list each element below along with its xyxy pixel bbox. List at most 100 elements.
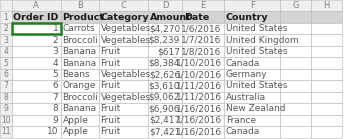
- Text: Carrots: Carrots: [62, 24, 95, 33]
- Text: E: E: [200, 1, 206, 10]
- Bar: [99, 126, 148, 138]
- Bar: [224, 103, 280, 115]
- Text: Vegetables: Vegetables: [101, 93, 151, 102]
- Text: $9,062: $9,062: [149, 93, 180, 102]
- Bar: [280, 0, 311, 11]
- Text: Orange: Orange: [62, 81, 96, 90]
- Bar: [12, 103, 61, 115]
- Text: B: B: [77, 1, 83, 10]
- Text: United States: United States: [226, 24, 287, 33]
- Bar: [12, 92, 61, 103]
- Bar: [148, 57, 182, 69]
- Bar: [182, 126, 224, 138]
- Text: Date: Date: [184, 13, 209, 22]
- Bar: [182, 103, 224, 115]
- Text: D: D: [162, 1, 168, 10]
- Text: 5: 5: [3, 59, 8, 68]
- Text: 2: 2: [53, 36, 58, 45]
- Bar: [12, 34, 61, 46]
- Text: 1/7/2016: 1/7/2016: [182, 36, 222, 45]
- Text: Country: Country: [226, 13, 268, 22]
- Bar: [61, 34, 99, 46]
- Bar: [182, 115, 224, 126]
- Text: 4: 4: [3, 47, 8, 56]
- Text: 10: 10: [47, 127, 58, 136]
- Text: C: C: [120, 1, 126, 10]
- Text: 4: 4: [53, 59, 58, 68]
- Text: Product: Product: [62, 13, 105, 22]
- Bar: [311, 11, 342, 23]
- Bar: [182, 46, 224, 57]
- Bar: [99, 115, 148, 126]
- Text: Fruit: Fruit: [101, 127, 121, 136]
- Text: 7: 7: [53, 93, 58, 102]
- Text: $2,626: $2,626: [149, 70, 180, 79]
- Text: 6: 6: [3, 70, 8, 79]
- Bar: [311, 0, 342, 11]
- Text: Broccoli: Broccoli: [62, 36, 98, 45]
- Bar: [311, 23, 342, 34]
- Bar: [99, 46, 148, 57]
- Text: Canada: Canada: [226, 127, 260, 136]
- Text: Vegetables: Vegetables: [101, 24, 151, 33]
- Text: Fruit: Fruit: [101, 116, 121, 125]
- Bar: [12, 46, 61, 57]
- Bar: [99, 23, 148, 34]
- Bar: [0, 0, 12, 11]
- Text: $2,417: $2,417: [149, 116, 180, 125]
- Text: 1/11/2016: 1/11/2016: [176, 81, 222, 90]
- Bar: [148, 115, 182, 126]
- Text: Banana: Banana: [62, 47, 97, 56]
- Bar: [280, 69, 311, 80]
- Bar: [0, 80, 12, 92]
- Text: Banana: Banana: [62, 59, 97, 68]
- Text: G: G: [293, 1, 299, 10]
- Bar: [280, 80, 311, 92]
- Text: Canada: Canada: [226, 59, 260, 68]
- Bar: [148, 23, 182, 34]
- Text: 1/10/2016: 1/10/2016: [176, 70, 222, 79]
- Text: 3: 3: [3, 36, 8, 45]
- Bar: [224, 34, 280, 46]
- Text: A: A: [33, 1, 39, 10]
- Bar: [99, 11, 148, 23]
- Bar: [182, 80, 224, 92]
- Bar: [61, 103, 99, 115]
- Bar: [311, 46, 342, 57]
- Bar: [280, 11, 311, 23]
- Text: 1: 1: [3, 13, 8, 22]
- Bar: [224, 92, 280, 103]
- Bar: [99, 34, 148, 46]
- Text: 1/16/2016: 1/16/2016: [176, 116, 222, 125]
- Text: Germany: Germany: [226, 70, 268, 79]
- Bar: [148, 92, 182, 103]
- Text: $8,239: $8,239: [149, 36, 180, 45]
- Text: Apple: Apple: [62, 116, 88, 125]
- Text: 5: 5: [53, 70, 58, 79]
- Bar: [311, 92, 342, 103]
- Bar: [182, 11, 224, 23]
- Bar: [182, 92, 224, 103]
- Bar: [182, 57, 224, 69]
- Bar: [280, 34, 311, 46]
- Bar: [148, 80, 182, 92]
- Bar: [99, 57, 148, 69]
- Bar: [224, 23, 280, 34]
- Bar: [280, 115, 311, 126]
- Bar: [12, 115, 61, 126]
- Text: 8: 8: [53, 104, 58, 113]
- Text: F: F: [250, 1, 254, 10]
- Bar: [280, 57, 311, 69]
- Bar: [224, 57, 280, 69]
- Text: 8: 8: [3, 93, 8, 102]
- Bar: [224, 126, 280, 138]
- Text: 6: 6: [53, 81, 58, 90]
- Bar: [311, 57, 342, 69]
- Bar: [12, 0, 61, 11]
- Bar: [0, 23, 12, 34]
- Text: $3,610: $3,610: [148, 81, 180, 90]
- Bar: [99, 103, 148, 115]
- Bar: [280, 46, 311, 57]
- Bar: [311, 115, 342, 126]
- Bar: [61, 23, 99, 34]
